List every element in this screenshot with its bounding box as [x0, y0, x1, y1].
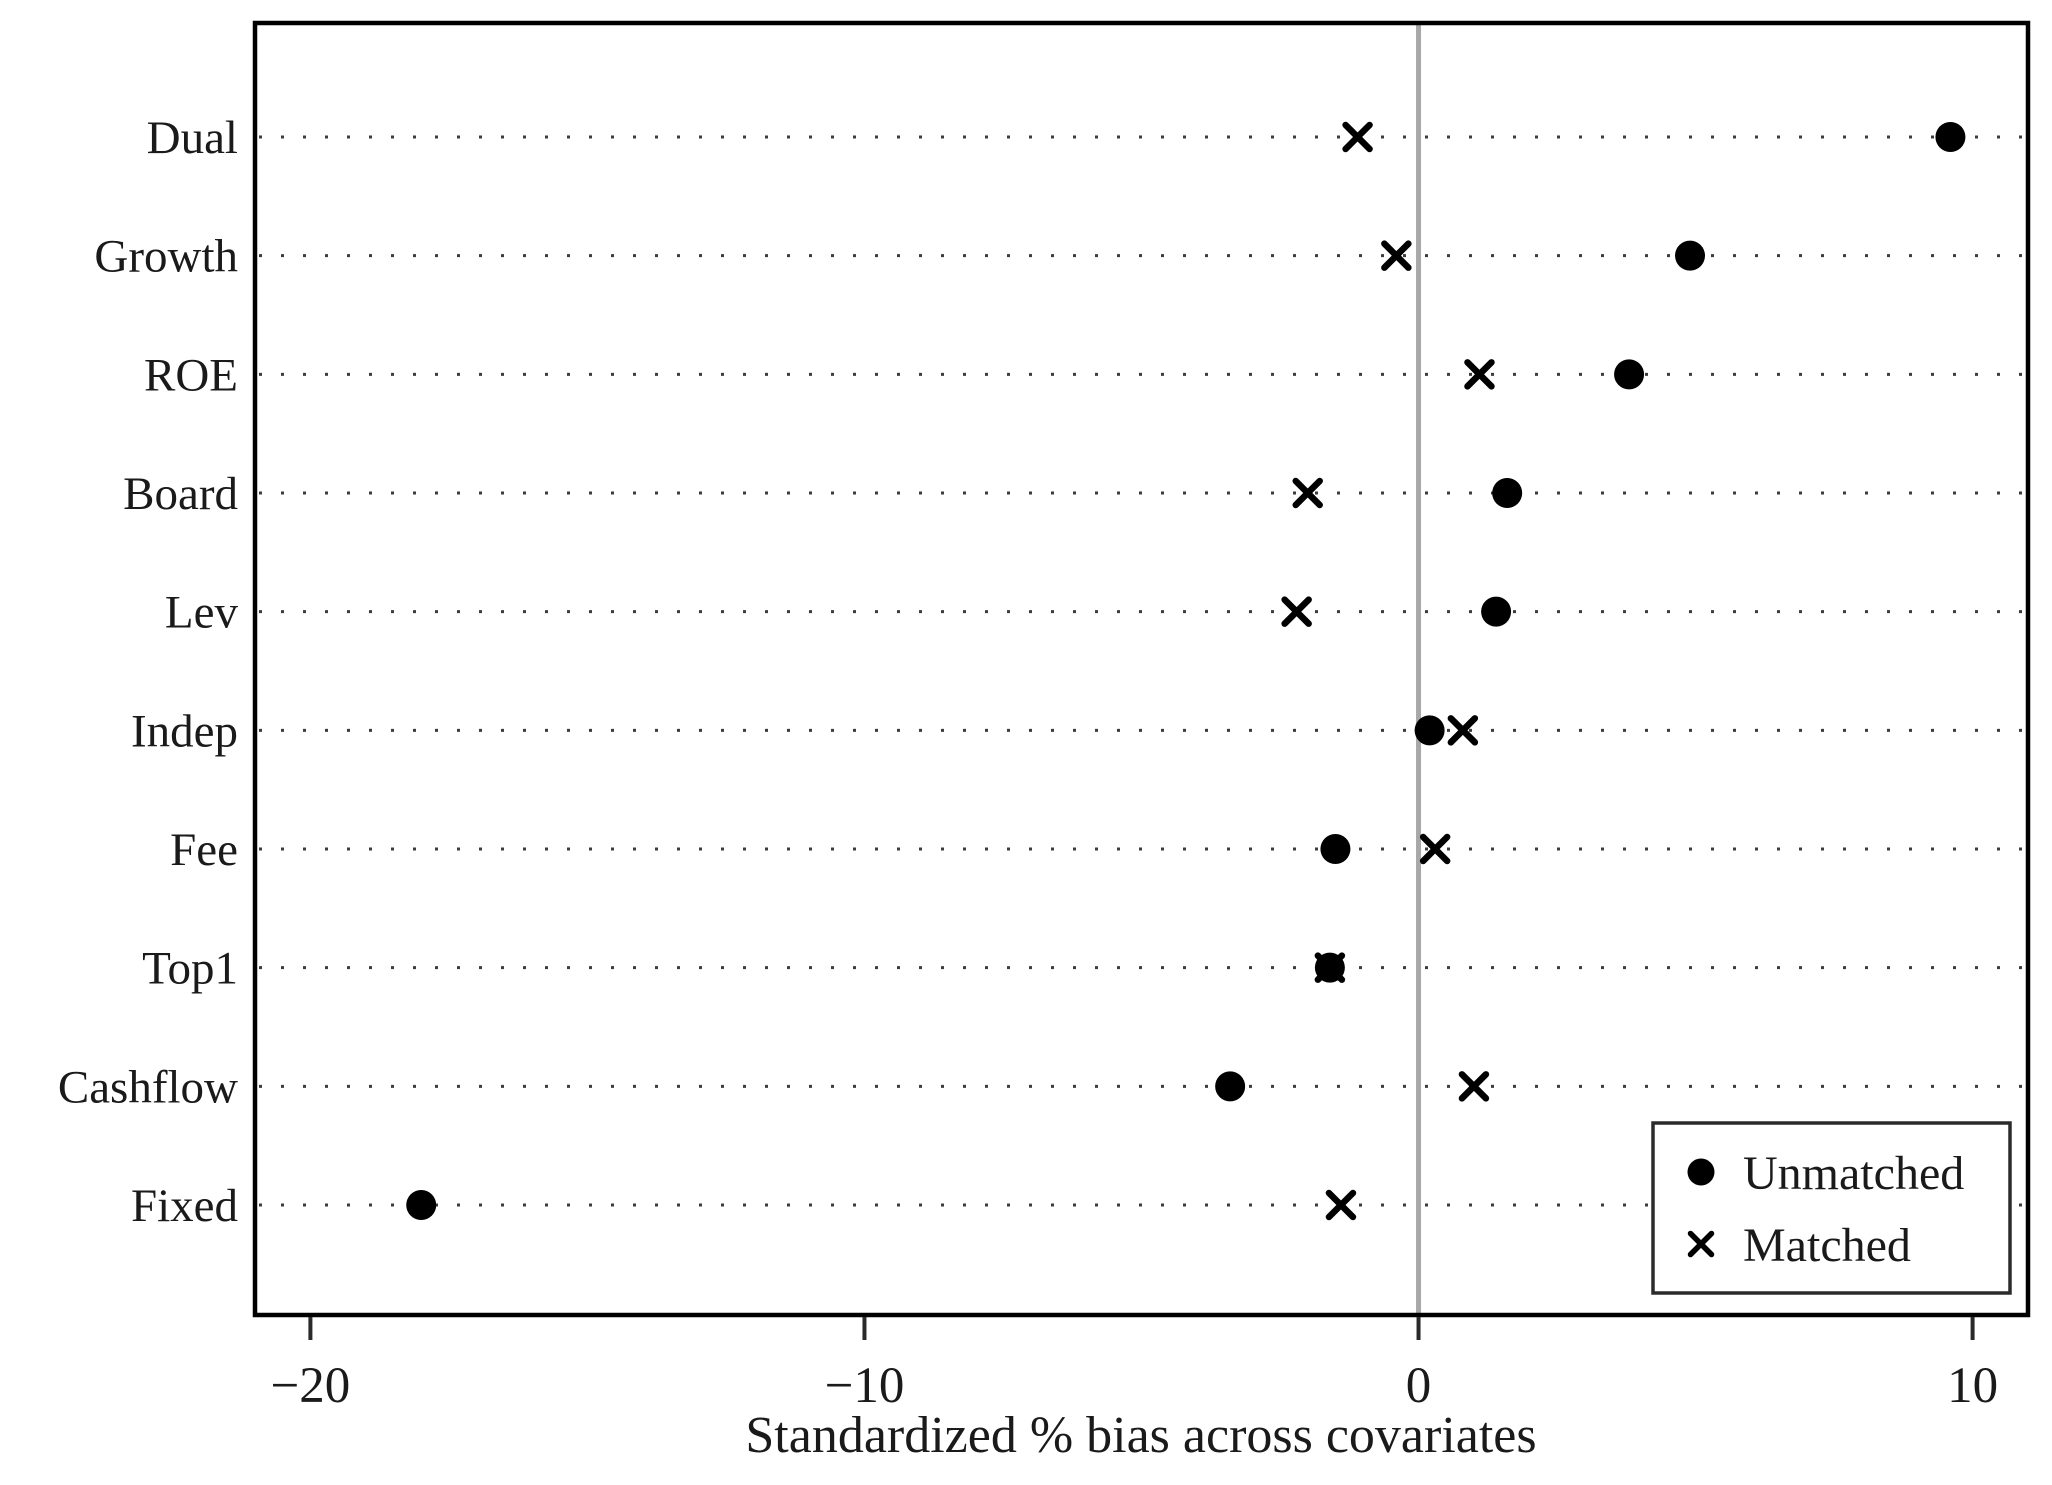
- matched-marker-lev: [1281, 596, 1312, 627]
- unmatched-marker-fee: [1320, 834, 1351, 864]
- unmatched-marker-growth: [1675, 240, 1706, 271]
- legend-box: [1651, 1121, 2012, 1295]
- matched-marker-growth: [1381, 240, 1412, 271]
- unmatched-marker-fixed: [406, 1190, 437, 1220]
- y-category-label-top1: Top1: [142, 943, 238, 995]
- y-category-label-lev: Lev: [165, 587, 239, 639]
- legend-label-unmatched: Unmatched: [1743, 1147, 1964, 1200]
- y-category-label-cashflow: Cashflow: [58, 1061, 238, 1113]
- y-category-label-indep: Indep: [131, 705, 238, 757]
- matched-marker-cashflow: [1458, 1071, 1490, 1102]
- y-category-label-fixed: Fixed: [131, 1180, 238, 1232]
- matched-marker-dual: [1342, 121, 1373, 153]
- x-tick-label: −20: [271, 1358, 351, 1414]
- legend-x-icon: [1687, 1230, 1715, 1258]
- x-tick-label: −10: [825, 1358, 905, 1414]
- y-category-label-fee: Fee: [170, 824, 238, 876]
- x-tick-label: 0: [1406, 1358, 1432, 1414]
- unmatched-marker-board: [1492, 478, 1523, 508]
- y-category-label-board: Board: [123, 468, 238, 520]
- unmatched-marker-top1: [1314, 952, 1345, 983]
- y-category-label-dual: Dual: [147, 112, 238, 164]
- unmatched-marker-roe: [1614, 359, 1645, 390]
- x-tick-label: 10: [1947, 1358, 1998, 1414]
- plot-frame: [252, 20, 2031, 1318]
- matched-marker-board: [1292, 477, 1323, 509]
- x-axis-title: Standardized % bias across covariates: [745, 1407, 1536, 1464]
- legend-circle-icon: [1687, 1158, 1715, 1186]
- unmatched-marker-cashflow: [1215, 1071, 1246, 1102]
- matched-marker-fee: [1419, 833, 1451, 865]
- y-category-label-growth: Growth: [94, 231, 238, 283]
- unmatched-marker-indep: [1414, 715, 1445, 746]
- matched-marker-fixed: [1325, 1189, 1357, 1221]
- unmatched-marker-dual: [1935, 122, 1966, 152]
- y-category-label-roe: ROE: [144, 349, 238, 401]
- legend-label-matched: Matched: [1743, 1219, 1911, 1272]
- matched-marker-indep: [1447, 715, 1479, 746]
- unmatched-marker-lev: [1481, 596, 1512, 627]
- matched-marker-roe: [1464, 359, 1495, 390]
